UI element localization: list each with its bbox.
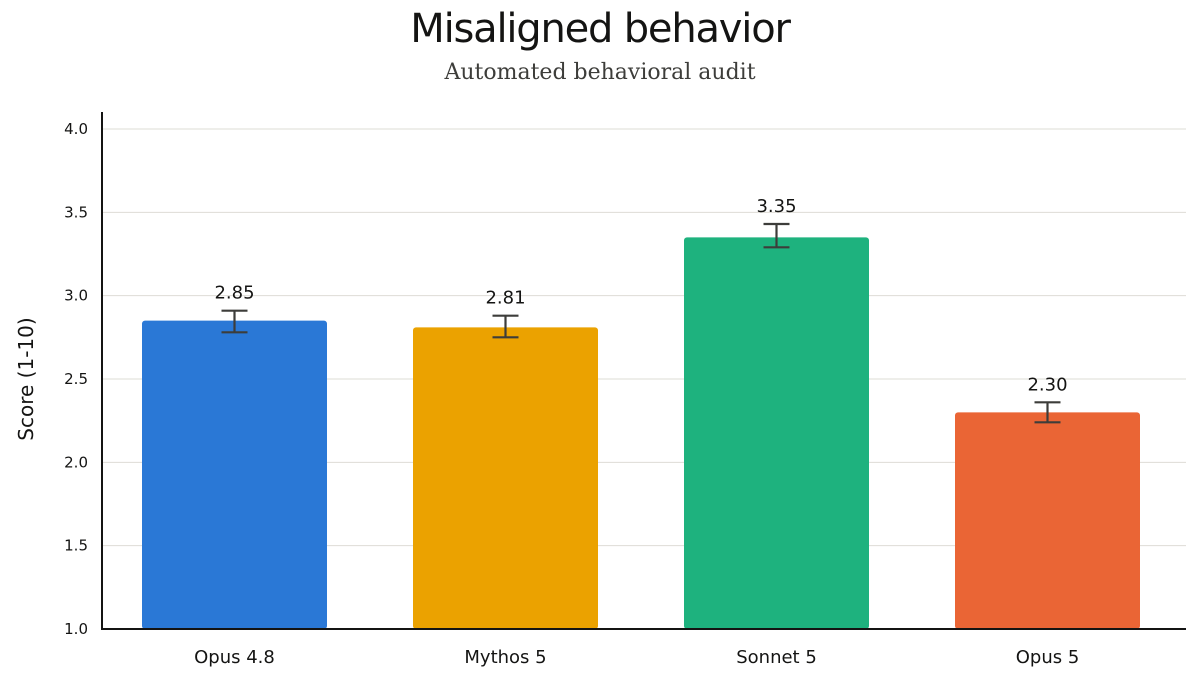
y-tick-label: 3.0	[64, 287, 88, 305]
error-bar	[492, 314, 519, 339]
y-tick-label: 1.5	[64, 537, 88, 555]
bar-opus-5	[955, 412, 1140, 629]
bar-mythos-5	[413, 327, 598, 629]
y-tick-label: 1.0	[64, 620, 88, 638]
value-label: 3.35	[756, 196, 796, 217]
x-tick-labels: Opus 4.8 Mythos 5 Sonnet 5 Opus 5	[194, 647, 1079, 668]
x-tick-label: Opus 4.8	[194, 647, 275, 668]
error-bars	[221, 222, 1061, 424]
y-tick-label: 3.5	[64, 203, 88, 221]
error-bar	[1034, 401, 1061, 424]
chart-subtitle: Automated behavioral audit	[444, 60, 756, 85]
value-labels: 2.85 2.81 3.35 2.30	[214, 196, 1067, 395]
bar-opus-4-8	[142, 320, 327, 629]
value-label: 2.81	[485, 288, 525, 309]
bar-sonnet-5	[684, 237, 869, 630]
bars	[142, 237, 1140, 630]
x-tick-label: Sonnet 5	[736, 647, 817, 668]
chart-title: Misaligned behavior	[410, 6, 791, 52]
y-tick-label: 2.0	[64, 453, 88, 471]
error-bar	[221, 309, 248, 334]
x-tick-label: Mythos 5	[464, 647, 546, 668]
y-tick-labels: 1.0 1.5 2.0 2.5 3.0 3.5 4.0	[64, 120, 88, 638]
y-tick-label: 4.0	[64, 120, 88, 138]
x-tick-label: Opus 5	[1016, 647, 1080, 668]
value-label: 2.85	[214, 283, 254, 304]
value-label: 2.30	[1027, 374, 1067, 395]
y-axis-title: Score (1-10)	[14, 317, 38, 440]
axes	[101, 112, 1186, 630]
error-bar	[763, 222, 790, 249]
y-tick-label: 2.5	[64, 370, 88, 388]
